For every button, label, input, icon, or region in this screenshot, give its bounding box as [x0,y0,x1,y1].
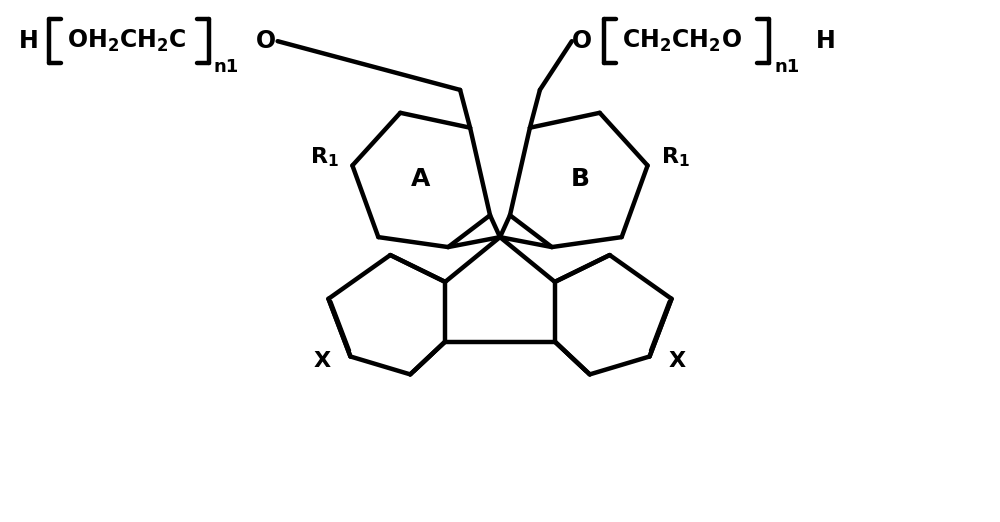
Text: X: X [314,351,331,372]
Text: A: A [411,168,430,192]
Text: CH$_\mathbf{2}$CH$_\mathbf{2}$O: CH$_\mathbf{2}$CH$_\mathbf{2}$O [622,28,742,54]
Text: n1: n1 [774,58,799,76]
Text: H: H [816,29,836,53]
Text: H: H [19,29,39,53]
Text: O: O [256,29,276,53]
Text: OH$_\mathbf{2}$CH$_\mathbf{2}$C: OH$_\mathbf{2}$CH$_\mathbf{2}$C [67,28,187,54]
Text: R$_\mathbf{1}$: R$_\mathbf{1}$ [661,146,690,169]
Text: O: O [572,29,592,53]
Text: X: X [669,351,686,372]
Text: n1: n1 [214,58,239,76]
Text: B: B [570,168,589,192]
Text: R$_\mathbf{1}$: R$_\mathbf{1}$ [310,146,339,169]
